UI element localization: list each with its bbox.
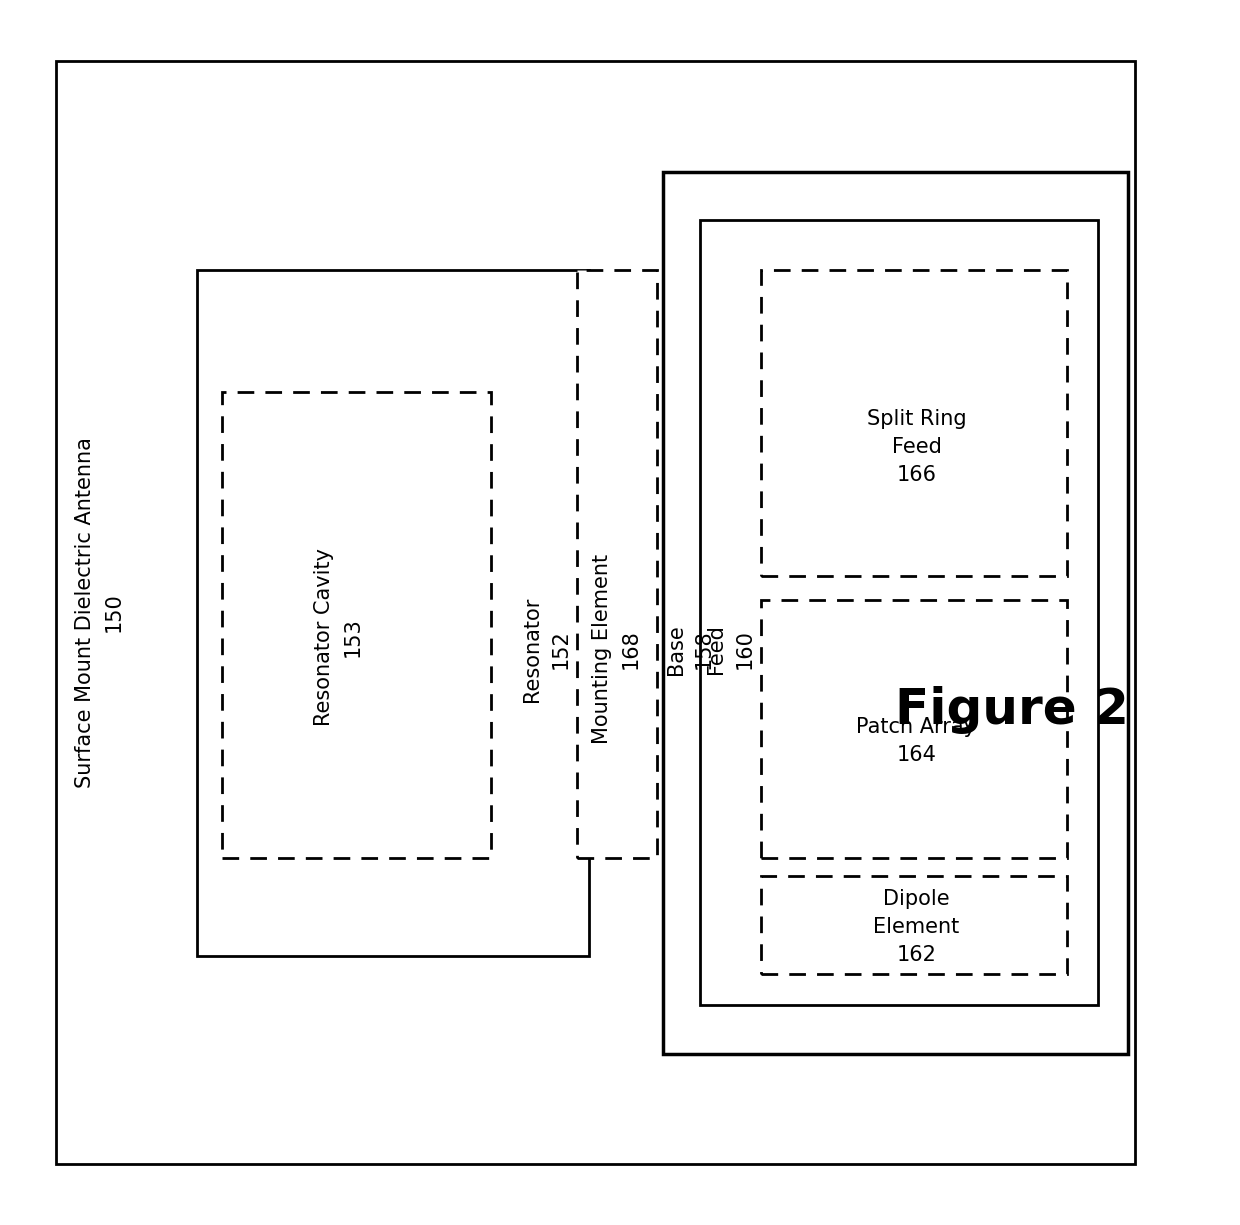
FancyBboxPatch shape	[761, 600, 1068, 858]
FancyBboxPatch shape	[761, 876, 1068, 974]
Text: Mounting Element
168: Mounting Element 168	[593, 554, 640, 745]
FancyBboxPatch shape	[761, 270, 1068, 576]
FancyBboxPatch shape	[222, 392, 491, 858]
Text: Resonator Cavity
153: Resonator Cavity 153	[314, 548, 362, 726]
Text: Surface Mount Dielectric Antenna
150: Surface Mount Dielectric Antenna 150	[76, 437, 123, 788]
FancyBboxPatch shape	[57, 61, 1135, 1164]
Text: Base
158: Base 158	[666, 624, 714, 675]
Text: Resonator
152: Resonator 152	[522, 597, 570, 702]
FancyBboxPatch shape	[577, 270, 657, 858]
Text: Patch Array
164: Patch Array 164	[857, 717, 976, 766]
FancyBboxPatch shape	[699, 220, 1097, 1004]
Text: Split Ring
Feed
166: Split Ring Feed 166	[867, 409, 966, 485]
Text: Figure 2: Figure 2	[895, 686, 1128, 735]
Text: Feed
160: Feed 160	[707, 625, 754, 674]
FancyBboxPatch shape	[663, 172, 1128, 1054]
FancyBboxPatch shape	[197, 270, 589, 956]
Text: Dipole
Element
162: Dipole Element 162	[873, 889, 960, 965]
